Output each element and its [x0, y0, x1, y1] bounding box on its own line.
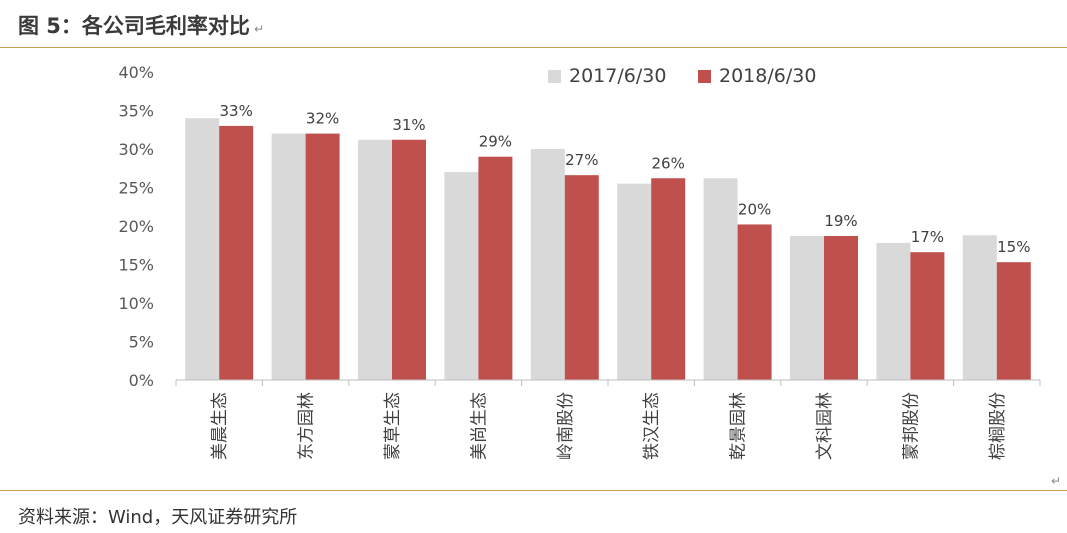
- x-axis-ticks: [175, 380, 1041, 386]
- bars: [185, 118, 1031, 381]
- data-label: 20%: [738, 200, 771, 218]
- x-tick-label: 东方园林: [297, 392, 317, 460]
- bar-2018: [996, 262, 1031, 380]
- data-label: 27%: [565, 151, 598, 169]
- y-tick-label: 30%: [118, 140, 154, 159]
- x-tick-label: 乾景园林: [729, 392, 749, 460]
- legend: 2017/6/30 2018/6/30: [548, 65, 816, 87]
- bar-2018: [564, 175, 599, 380]
- y-tick-label: 40%: [118, 63, 154, 82]
- bar-2017: [790, 236, 824, 380]
- source-note: 资料来源：Wind，天风证券研究所: [18, 507, 298, 528]
- data-label: 17%: [911, 228, 944, 246]
- x-tick-label: 蒙草生态: [383, 392, 403, 460]
- y-tick-label: 35%: [118, 102, 154, 121]
- figure-title-text: 图 5：各公司毛利率对比: [18, 14, 250, 38]
- figure-title: 图 5：各公司毛利率对比 ↵: [18, 10, 264, 40]
- y-axis-labels: 0% 5% 10% 15% 20% 25% 30% 35% 40%: [118, 63, 154, 390]
- bar-2018: [305, 133, 340, 380]
- bar-2017: [703, 178, 738, 380]
- y-tick-label: 5%: [129, 333, 154, 352]
- x-tick-label: 岭南股份: [556, 392, 576, 460]
- legend-swatch: [698, 70, 711, 83]
- bar-2018: [478, 156, 513, 380]
- y-tick-label: 0%: [129, 371, 154, 390]
- x-tick-label: 美尚生态: [469, 392, 489, 460]
- x-tick-label: 棕榈股份: [988, 392, 1008, 460]
- data-label: 15%: [997, 238, 1030, 256]
- bar-2017: [185, 118, 220, 380]
- legend-label: 2017/6/30: [569, 65, 666, 87]
- bar-2018: [824, 236, 858, 380]
- x-tick-label: 美晨生态: [210, 392, 230, 460]
- data-labels: 33% 32% 31% 29% 27% 26% 20% 19% 17% 15%: [220, 102, 1031, 256]
- data-label: 26%: [652, 154, 685, 172]
- bar-chart: 0% 5% 10% 15% 20% 25% 30% 35% 40% 33% 32% 31% 29% 27…: [118, 63, 1041, 460]
- bar-2018: [737, 224, 772, 380]
- bar-2017: [271, 133, 306, 380]
- x-tick-label: 蒙邦股份: [901, 392, 921, 460]
- data-label: 31%: [392, 116, 425, 134]
- legend-swatch: [548, 70, 561, 83]
- bar-2018: [651, 178, 686, 380]
- bar-2018: [910, 252, 945, 380]
- data-label: 29%: [479, 133, 512, 151]
- bar-2017: [962, 235, 997, 380]
- data-label: 33%: [220, 102, 253, 120]
- y-tick-label: 20%: [118, 217, 154, 236]
- paragraph-mark-icon: ↵: [253, 22, 264, 36]
- x-axis-labels: 美晨生态 东方园林 蒙草生态 美尚生态 岭南股份 铁汉生态 乾景园林 文科园林 蒙邦股份 棕榈股份: [210, 392, 1008, 460]
- y-tick-label: 25%: [118, 179, 154, 198]
- bottom-rule: [0, 490, 1067, 491]
- y-tick-label: 15%: [118, 256, 154, 275]
- x-tick-label: 文科园林: [815, 392, 835, 460]
- x-tick-label: 铁汉生态: [642, 392, 662, 460]
- bar-2017: [358, 139, 392, 380]
- bar-2018: [392, 139, 426, 380]
- corner-paragraph-mark-icon: ↵: [1050, 474, 1061, 488]
- top-rule: [0, 47, 1067, 48]
- data-label: 32%: [306, 110, 339, 128]
- data-label: 19%: [824, 212, 857, 230]
- legend-label: 2018/6/30: [719, 65, 816, 87]
- bar-2017: [617, 183, 652, 380]
- y-tick-label: 10%: [118, 294, 154, 313]
- bar-2017: [876, 242, 911, 380]
- bar-2017: [530, 149, 565, 380]
- bar-2017: [444, 172, 479, 380]
- bar-2018: [219, 125, 254, 381]
